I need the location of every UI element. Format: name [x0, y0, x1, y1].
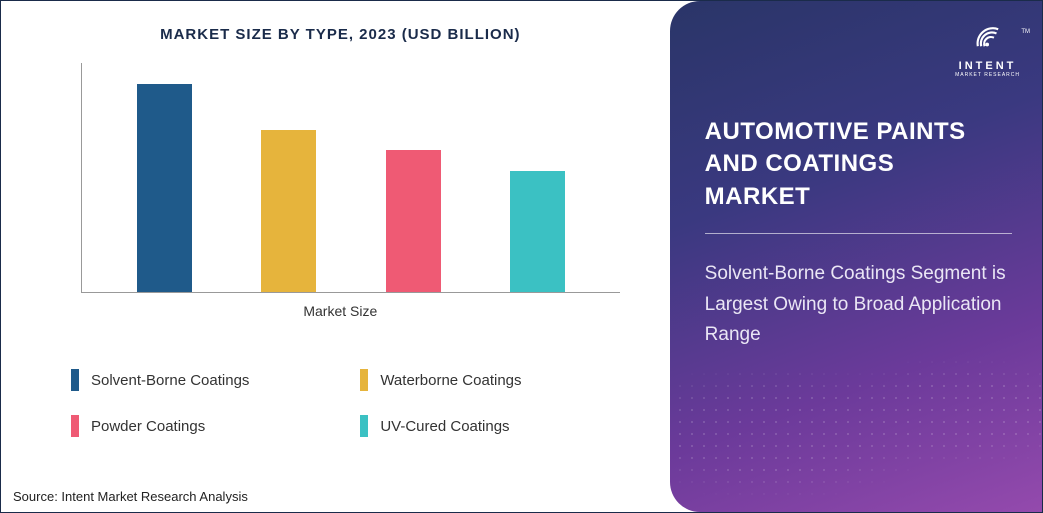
bar-0	[137, 84, 192, 292]
logo-tm: TM	[1021, 29, 1030, 35]
legend-label-0: Solvent-Borne Coatings	[91, 372, 249, 389]
market-title: AUTOMOTIVE PAINTS AND COATINGS MARKET	[705, 116, 1012, 213]
bar-3	[510, 171, 565, 292]
legend-swatch-2	[71, 415, 79, 437]
logo-text-main: INTENT	[955, 60, 1020, 72]
bar-chart	[81, 63, 620, 293]
left-panel: MARKET SIZE BY TYPE, 2023 (USD BILLION) …	[1, 1, 670, 512]
chart-x-label: Market Size	[31, 303, 650, 319]
chart-title: MARKET SIZE BY TYPE, 2023 (USD BILLION)	[31, 26, 650, 43]
right-panel: INTENT MARKET RESEARCH TM AUTOMOTIVE PAI…	[670, 1, 1042, 512]
legend-swatch-3	[360, 415, 368, 437]
infographic-container: MARKET SIZE BY TYPE, 2023 (USD BILLION) …	[0, 0, 1043, 513]
legend-swatch-1	[360, 369, 368, 391]
world-map-decoration	[670, 332, 1042, 512]
market-title-line2: AND COATINGS	[705, 150, 895, 177]
source-text: Source: Intent Market Research Analysis	[13, 489, 248, 504]
legend-swatch-0	[71, 369, 79, 391]
legend-item-0: Solvent-Borne Coatings	[71, 369, 340, 391]
legend-label-1: Waterborne Coatings	[380, 372, 521, 389]
legend-item-2: Powder Coatings	[71, 415, 340, 437]
legend-item-3: UV-Cured Coatings	[360, 415, 629, 437]
legend-label-3: UV-Cured Coatings	[380, 418, 509, 435]
logo-icon	[971, 19, 1005, 53]
legend-label-2: Powder Coatings	[91, 418, 205, 435]
divider	[705, 233, 1012, 234]
market-title-line1: AUTOMOTIVE PAINTS	[705, 118, 966, 145]
legend: Solvent-Borne Coatings Waterborne Coating…	[71, 369, 630, 437]
bar-1	[261, 130, 316, 292]
logo-text-sub: MARKET RESEARCH	[955, 72, 1020, 78]
legend-item-1: Waterborne Coatings	[360, 369, 629, 391]
market-title-line3: MARKET	[705, 183, 811, 210]
logo: INTENT MARKET RESEARCH TM	[955, 19, 1020, 78]
bar-2	[386, 150, 441, 292]
